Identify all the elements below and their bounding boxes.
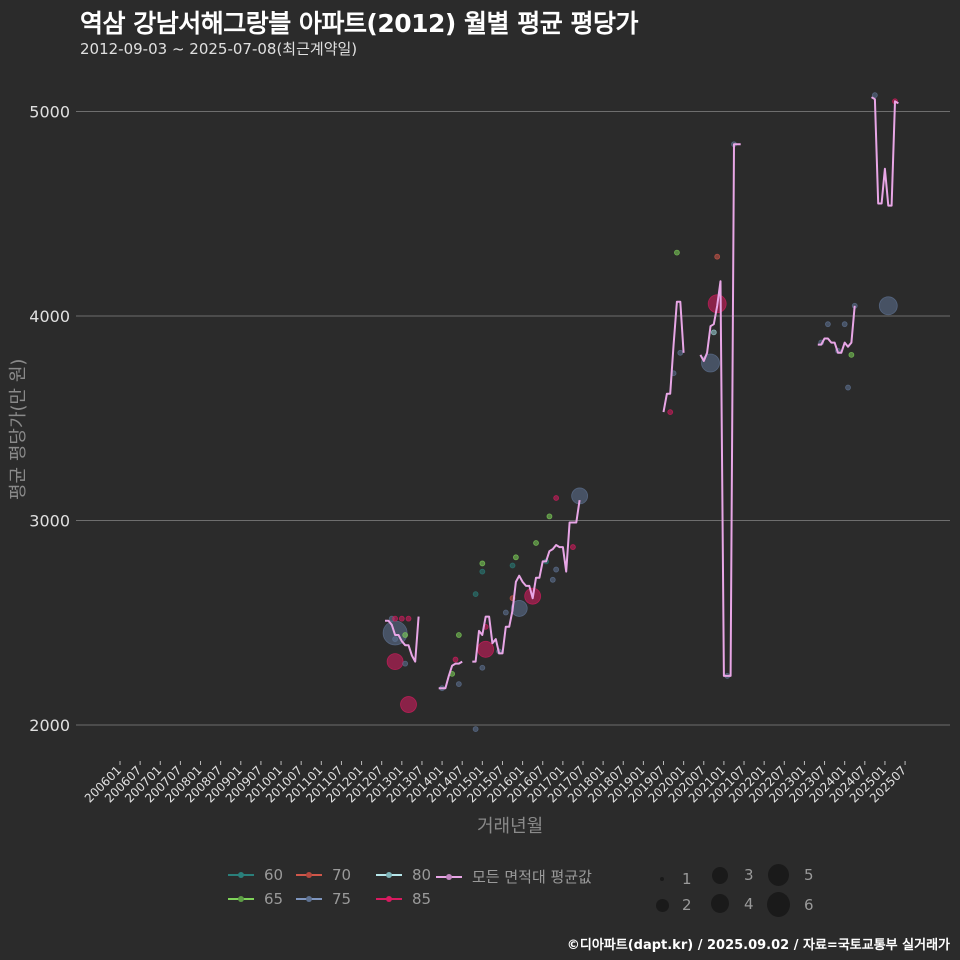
size-legend-1: 1 (656, 870, 692, 888)
average-line-segment (870, 96, 899, 207)
average-line-segment (472, 499, 581, 663)
legend-label-75: 75 (332, 890, 352, 908)
data-point (570, 544, 576, 550)
data-point (502, 609, 509, 616)
data-point (667, 409, 674, 416)
data-point (677, 349, 684, 356)
data-point (871, 92, 878, 99)
size-label-3: 3 (744, 866, 754, 884)
legend-item-85: 85 (376, 890, 431, 908)
average-line-segment (699, 143, 741, 677)
y-tick-label: 5000 (29, 103, 70, 122)
data-point (400, 696, 417, 713)
legend-item-75: 75 (296, 890, 351, 908)
data-point (546, 513, 553, 520)
legend-swatch-70 (296, 870, 322, 880)
legend-item-65: 65 (228, 890, 283, 908)
y-tick-label: 3000 (29, 512, 70, 531)
legend-swatch-80 (376, 870, 402, 880)
data-point (509, 562, 516, 569)
grid-lines (76, 111, 950, 726)
legend-label-85: 85 (412, 890, 432, 908)
size-legend-3: 3 (710, 866, 754, 884)
data-point (472, 591, 479, 598)
data-point (472, 726, 479, 732)
size-label-5: 5 (804, 866, 814, 884)
legend-swatch-65 (228, 894, 254, 904)
data-point (553, 495, 560, 501)
size-legend-2: 2 (652, 896, 692, 914)
data-point (455, 681, 462, 687)
data-point (533, 540, 539, 546)
data-point (392, 636, 399, 643)
legend-label-65: 65 (264, 890, 284, 908)
data-point (714, 253, 721, 260)
data-point (512, 554, 519, 561)
data-point (392, 615, 399, 622)
data-point (845, 384, 851, 391)
legend-label-80: 80 (412, 866, 432, 884)
legend-item-60: 60 (228, 866, 283, 884)
data-point (878, 296, 898, 316)
legend-label-60: 60 (264, 866, 284, 884)
scatter-points (382, 92, 898, 732)
data-point (825, 321, 831, 328)
size-legend-4: 4 (710, 894, 754, 913)
size-legend-6: 6 (766, 892, 814, 917)
average-line-segment (662, 300, 685, 413)
data-point (553, 566, 560, 573)
data-point (674, 249, 680, 256)
average-line-segment (438, 660, 463, 690)
x-axis-label: 거래년월 (477, 816, 544, 837)
data-point (710, 329, 717, 336)
data-point (386, 653, 404, 671)
size-label-6: 6 (804, 895, 814, 914)
data-point (402, 660, 409, 667)
data-point (402, 632, 409, 638)
source-caption: ©디아파트(dapt.kr) / 2025.09.02 / 자료=국토교통부 실… (566, 938, 950, 953)
legend-label-70: 70 (332, 866, 352, 884)
data-point (841, 321, 848, 328)
legend-swatch-85 (376, 894, 402, 904)
data-point (398, 615, 405, 622)
data-point (455, 632, 462, 638)
y-tick-label: 4000 (29, 307, 70, 326)
y-axis-ticks: 2000 3000 4000 5000 (29, 103, 70, 736)
legend-item-average: 모든 면적대 평균값 (436, 866, 592, 887)
legend-label-average: 모든 면적대 평균값 (472, 868, 592, 886)
size-legend-5: 5 (766, 864, 814, 886)
data-point (405, 615, 412, 622)
legend-swatch-average (436, 872, 462, 882)
chart-title: 역삼 강남서해그랑블 아파트(2012) 월별 평균 평당가 (80, 9, 638, 38)
data-point (549, 576, 556, 583)
data-point (510, 600, 528, 617)
legend-item-80: 80 (376, 866, 431, 884)
data-point (479, 568, 486, 575)
average-line-segment (817, 305, 856, 354)
data-point (479, 664, 486, 671)
data-point (701, 353, 720, 373)
size-label-4: 4 (744, 894, 754, 913)
chart-subtitle: 2012-09-03 ~ 2025-07-08(최근계약일) (80, 40, 358, 58)
legend-swatch-60 (228, 870, 254, 880)
data-point (848, 351, 855, 358)
y-axis-label: 평균 평당가(만 원) (8, 358, 29, 500)
data-point (477, 640, 495, 658)
average-line-segment (385, 616, 420, 663)
data-point (452, 656, 459, 663)
legend-swatch-75 (296, 894, 322, 904)
average-line (385, 96, 899, 690)
legend-item-70: 70 (296, 866, 351, 884)
x-axis-ticks: 2006012006072007012007072008012008072009… (82, 761, 909, 806)
y-tick-label: 2000 (29, 716, 70, 735)
data-point (479, 560, 486, 567)
size-label-2: 2 (682, 896, 692, 914)
size-label-1: 1 (682, 870, 692, 888)
